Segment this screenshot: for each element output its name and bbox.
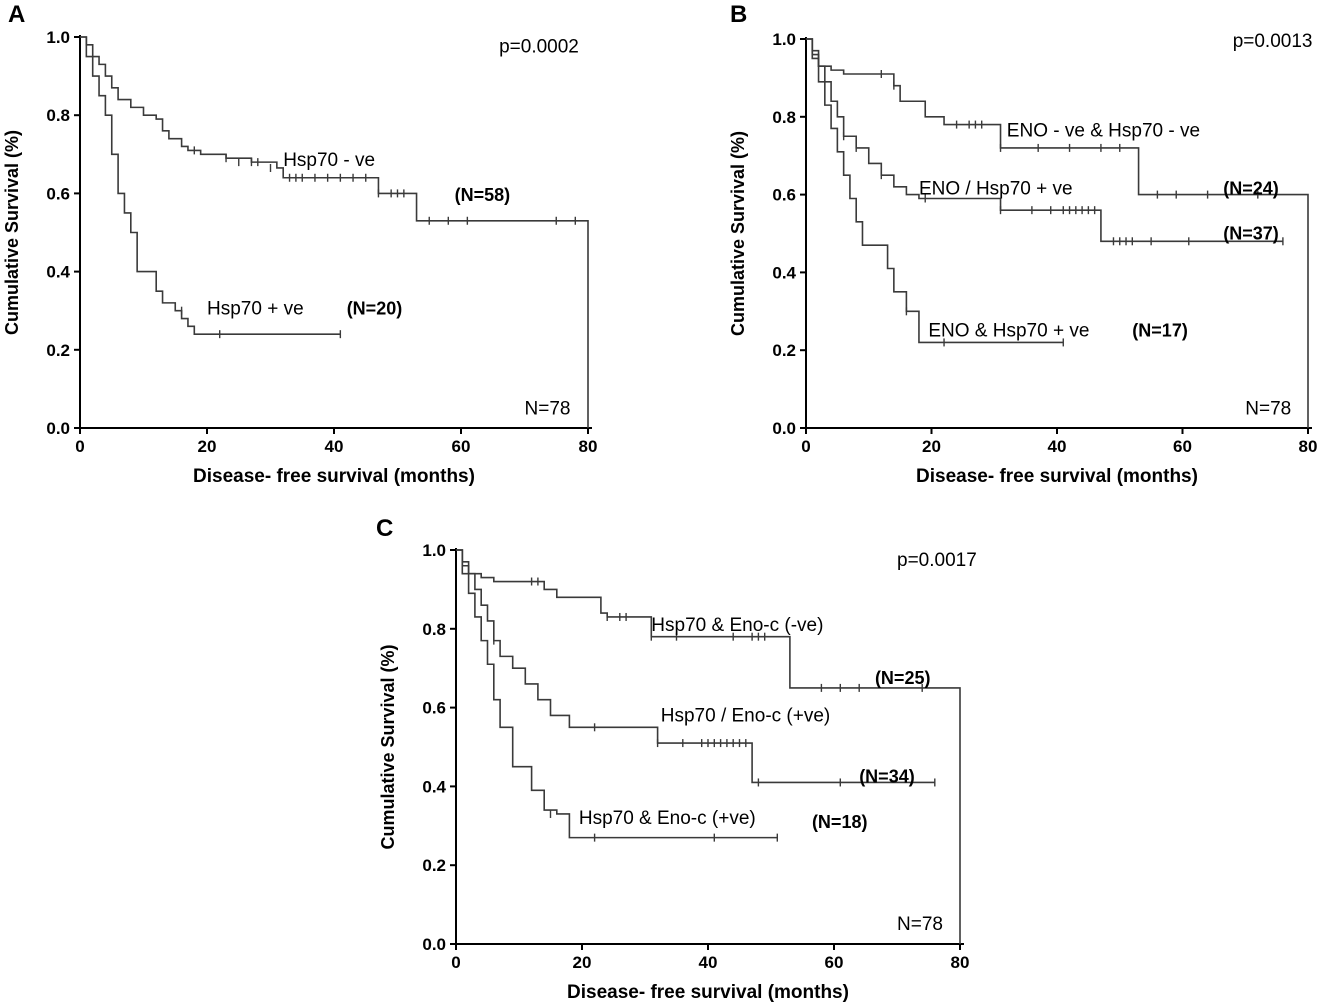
- y-tick-label: 0.4: [46, 263, 70, 282]
- survival-curve-2: [456, 549, 935, 784]
- survival-curve-3: [806, 38, 1064, 344]
- panel-a: A 0 20 40 60 80 0.0 0.2 0.4 0.6 0.8 1.0 Disease- fre…: [2, 1, 597, 487]
- y-tick-label: 0.8: [422, 620, 446, 639]
- y-tick-label: 0.6: [772, 186, 796, 205]
- annotation-label: N=78: [525, 398, 571, 419]
- annotation-label: Hsp70 & Eno-c (+ve): [579, 808, 756, 829]
- y-tick-label: 0.0: [46, 419, 70, 438]
- annotation-label: (N=25): [875, 668, 931, 688]
- panel-c: C 0 20 40 60 80 0.0 0.2 0.4 0.6 0.8 1.0 Disease- fre…: [376, 515, 977, 1002]
- y-tick-label: 0.0: [772, 419, 796, 438]
- panel-b: B 0 20 40 60 80 0.0 0.2 0.4 0.6 0.8 1.0 Disease- fre…: [728, 1, 1317, 487]
- annotation-label: (N=34): [859, 766, 915, 786]
- y-axis-title: Cumulative Survival (%): [2, 130, 22, 335]
- annotation-label: ENO & Hsp70 + ve: [928, 321, 1089, 342]
- y-tick-label: 0.0: [422, 935, 446, 954]
- x-tick-label: 40: [699, 953, 718, 972]
- annotation-label: p=0.0002: [499, 37, 579, 58]
- x-tick-label: 20: [922, 437, 941, 456]
- annotation-label: (N=17): [1132, 321, 1188, 341]
- x-axis-title: Disease- free survival (months): [193, 466, 475, 487]
- y-tick-label: 0.6: [46, 184, 70, 203]
- annotation-label: (N=20): [347, 299, 403, 319]
- y-tick-label: 0.4: [422, 777, 446, 796]
- y-tick-label: 0.2: [772, 341, 796, 360]
- x-tick-label: 80: [951, 953, 970, 972]
- survival-curve-2: [806, 38, 1283, 243]
- annotation-label: (N=18): [812, 812, 868, 832]
- annotation-label: N=78: [1245, 398, 1291, 419]
- x-tick-label: 80: [579, 437, 598, 456]
- survival-curve-1: [80, 36, 589, 428]
- annotation-label: ENO - ve & Hsp70 - ve: [1007, 120, 1200, 141]
- survival-curve-3: [456, 549, 778, 839]
- x-tick-label: 80: [1299, 437, 1318, 456]
- x-tick-label: 40: [1048, 437, 1067, 456]
- y-tick-label: 1.0: [422, 541, 446, 560]
- annotation-label: N=78: [897, 914, 943, 935]
- annotation-label: ENO / Hsp70 + ve: [919, 179, 1073, 200]
- annotation-label: (N=58): [455, 185, 511, 205]
- y-tick-label: 1.0: [772, 30, 796, 49]
- panel-letter: B: [730, 1, 747, 28]
- annotation-label: Hsp70 / Eno-c (+ve): [661, 705, 831, 726]
- annotation-label: p=0.0017: [897, 550, 977, 571]
- y-tick-label: 0.2: [422, 856, 446, 875]
- y-axis-title: Cumulative Survival (%): [728, 131, 748, 336]
- panel-letter: C: [376, 515, 393, 542]
- annotation-label: Hsp70 & Eno-c (-ve): [651, 615, 823, 636]
- y-tick-label: 0.8: [46, 106, 70, 125]
- annotation-label: Hsp70 - ve: [283, 150, 375, 171]
- annotation-label: (N=24): [1223, 179, 1279, 199]
- y-tick-label: 0.2: [46, 341, 70, 360]
- x-tick-label: 40: [325, 437, 344, 456]
- panel-letter: A: [8, 1, 25, 28]
- y-tick-label: 0.6: [422, 699, 446, 718]
- x-tick-label: 0: [451, 953, 460, 972]
- x-tick-label: 20: [198, 437, 217, 456]
- x-tick-label: 20: [573, 953, 592, 972]
- annotation-label: (N=37): [1223, 223, 1279, 243]
- y-tick-label: 0.4: [772, 263, 796, 282]
- x-tick-label: 60: [1173, 437, 1192, 456]
- x-tick-label: 60: [452, 437, 471, 456]
- y-tick-label: 0.8: [772, 108, 796, 127]
- survival-curve-2: [80, 36, 341, 335]
- annotation-label: Hsp70 + ve: [207, 299, 304, 320]
- x-tick-label: 0: [75, 437, 84, 456]
- x-axis-title: Disease- free survival (months): [916, 466, 1198, 487]
- annotation-label: p=0.0013: [1233, 31, 1313, 52]
- y-axis-title: Cumulative Survival (%): [378, 644, 398, 849]
- y-tick-label: 1.0: [46, 28, 70, 47]
- x-tick-label: 0: [801, 437, 810, 456]
- x-tick-label: 60: [825, 953, 844, 972]
- x-axis-title: Disease- free survival (months): [567, 982, 849, 1002]
